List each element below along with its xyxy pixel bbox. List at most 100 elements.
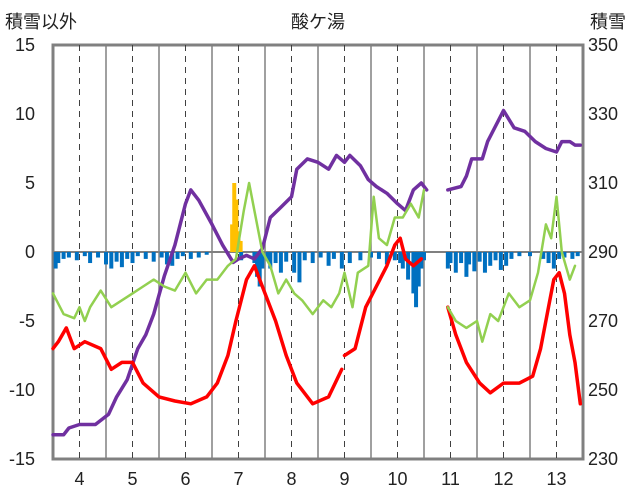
right-axis-label: 積雪 [590, 12, 626, 32]
y-right-tick-label: 330 [588, 104, 618, 124]
y-right-tick-label: 290 [588, 242, 618, 262]
bar [204, 252, 209, 255]
bar [477, 252, 482, 262]
series-line [51, 181, 426, 323]
bar [292, 252, 297, 273]
bar [575, 252, 580, 257]
bar [114, 252, 119, 262]
bar [517, 252, 522, 257]
x-tick-label: 4 [74, 469, 84, 489]
bar [326, 252, 331, 266]
series-line [51, 264, 344, 406]
bar [562, 252, 567, 258]
bar [104, 252, 108, 265]
bar [411, 252, 416, 294]
x-tick-label: 8 [286, 469, 296, 489]
bar [130, 252, 135, 264]
x-tick-label: 5 [127, 469, 137, 489]
bar [175, 252, 180, 259]
bar [53, 252, 58, 269]
bar [472, 252, 477, 272]
bar [528, 252, 532, 257]
y-left-tick-label: -5 [19, 311, 35, 331]
bar [509, 252, 514, 259]
bar [96, 252, 101, 258]
series-line [446, 108, 583, 192]
bar [273, 252, 278, 264]
bar [369, 252, 373, 258]
line-series [51, 108, 583, 437]
y-right-tick-label: 230 [588, 449, 618, 469]
bar [255, 252, 260, 277]
chart-title: 酸ケ湯 [291, 12, 345, 32]
bar [493, 252, 498, 261]
bar [445, 252, 450, 269]
bar [268, 252, 273, 269]
bar [188, 252, 193, 259]
bar [546, 252, 551, 264]
bar [74, 252, 79, 261]
bar [230, 224, 235, 252]
bar [180, 252, 185, 257]
y-right-tick-label: 310 [588, 173, 618, 193]
bar [164, 252, 169, 265]
bar [302, 252, 307, 261]
y-left-tick-label: 15 [15, 35, 35, 55]
tick-labels: 4 5 6 7 8 9 10 11 12 13 15 10 5 0 -5 -10 -15 350 330 310 290… [9, 35, 618, 489]
left-axis-label: 積雪以外 [5, 12, 77, 32]
bar [151, 252, 156, 262]
bar [392, 252, 397, 261]
bar [238, 240, 243, 252]
series-line [51, 153, 429, 437]
bar [448, 252, 453, 264]
bar [297, 252, 302, 283]
bar [384, 252, 389, 265]
y-left-tick-label: 0 [25, 242, 35, 262]
bar [159, 252, 164, 258]
bar [260, 252, 265, 269]
bar [416, 252, 421, 287]
bar [464, 252, 469, 277]
y-left-tick-label: 10 [15, 104, 35, 124]
x-tick-label: 13 [546, 469, 566, 489]
y-left-tick-label: -15 [9, 449, 35, 469]
bar [234, 199, 239, 252]
bar [570, 252, 575, 259]
y-right-tick-label: 350 [588, 35, 618, 55]
bar [82, 252, 87, 257]
bar [551, 252, 556, 269]
bar [406, 252, 411, 280]
bar [135, 252, 140, 257]
bar [400, 252, 405, 269]
x-tick-label: 10 [387, 469, 407, 489]
bar [453, 252, 458, 273]
series-line [446, 270, 583, 406]
bar [376, 252, 381, 259]
bar [109, 252, 114, 269]
bar [541, 252, 546, 259]
bar [482, 252, 487, 273]
bar [398, 252, 403, 264]
bar [498, 252, 503, 270]
x-tick-label: 9 [339, 469, 349, 489]
bar [232, 183, 237, 252]
bar [422, 252, 426, 261]
bar [318, 252, 323, 258]
bar [88, 252, 93, 264]
bar-series [53, 183, 580, 308]
x-tick-label: 11 [441, 469, 460, 489]
bar [170, 252, 175, 266]
bar [278, 252, 283, 273]
x-tick-label: 6 [180, 469, 190, 489]
y-right-tick-label: 270 [588, 311, 618, 331]
bar [56, 252, 61, 264]
bar [119, 252, 124, 268]
bar [257, 252, 262, 287]
bar [467, 252, 472, 265]
bar [459, 252, 464, 264]
x-tick-label: 12 [493, 469, 513, 489]
bar [284, 252, 289, 262]
bar [557, 252, 562, 259]
x-tick-label: 7 [233, 469, 243, 489]
